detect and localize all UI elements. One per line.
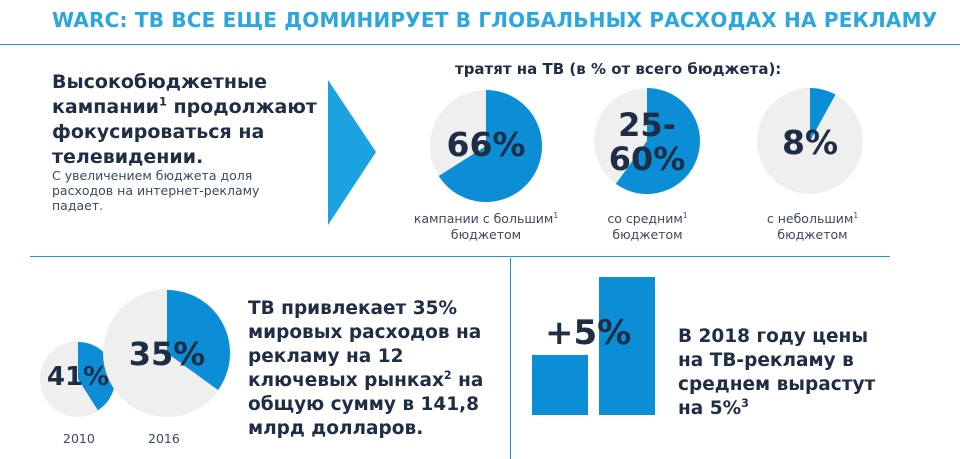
bar-growth-label: +5% [545,313,632,353]
pies-subtitle: тратят на ТВ (в % от всего бюджета): [455,60,782,78]
pie-label-medium-line2: 60% [608,140,686,178]
tv-share-part2: на общую сумму в 141,8 млрд долларов. [248,370,484,439]
headline-part2: продолжают фокусироваться на телевидении… [52,96,317,168]
caption-large-line1: кампании с большим [413,211,554,226]
pie-label-medium-budget: 25- 60% [592,108,702,176]
pie-slice-large-budget [438,90,542,202]
price-bar-before [532,355,588,415]
page-title: WARC: ТВ ВСЕ ЕЩЕ ДОМИНИРУЕТ В ГЛОБАЛЬНЫХ… [52,8,938,32]
price-growth-sup: 3 [741,396,749,410]
tv-share-sup: 2 [443,368,452,382]
pie-slice-medium-budget [615,88,700,194]
caption-large-line2: бюджетом [450,227,522,242]
tv-share-part1: ТВ привлекает 35% мировых расходов на ре… [248,298,482,391]
year-2016: 2016 [148,431,180,446]
caption-small-line1: с небольшим [766,211,854,226]
pie-small-budget [757,88,863,194]
chevron-arrow-icon [328,80,376,225]
pie-medium-budget [594,88,700,194]
caption-medium-line1: со средним [607,211,683,226]
pie-large-budget [430,90,542,202]
caption-medium-budget: со средним1 бюджетом [575,211,720,243]
caption-large-sup: 1 [553,210,559,220]
caption-medium-line2: бюджетом [612,227,683,242]
caption-small-sup: 1 [853,210,859,220]
pie-slice-2016 [167,290,231,391]
year-2010: 2010 [63,431,95,446]
section-divider [30,256,890,257]
caption-large-budget: кампании с большим1 бюджетом [396,211,576,243]
headline-text: Высокобюджетные кампании1 продолжают фок… [52,70,327,170]
headline-part1: Высокобюджетные кампании [52,71,268,118]
bottom-vertical-divider [510,258,511,459]
caption-small-budget: с небольшим1 бюджетом [740,211,885,243]
caption-small-line2: бюджетом [777,227,848,242]
pie-2016 [103,289,231,417]
title-divider [0,44,960,45]
note-text: С увеличением бюджета доля расходов на и… [52,168,260,213]
price-bar-after [599,277,655,415]
pie-slice-small-budget [810,88,836,141]
tv-share-text: ТВ привлекает 35% мировых расходов на ре… [248,297,506,441]
price-growth-text: В 2018 году цены на ТВ-рекламу в среднем… [678,325,893,421]
pie-label-medium-line1: 25- [618,106,676,144]
pie-label-2016: 35% [128,335,206,373]
pie-label-small-budget: 8% [781,123,839,162]
pie-label-large-budget: 66% [446,125,526,164]
price-growth-part1: В 2018 году цены на ТВ-рекламу в среднем… [678,326,876,419]
headline-sup: 1 [158,94,167,109]
pie-label-2010: 41% [46,362,110,392]
caption-medium-sup: 1 [682,210,688,220]
